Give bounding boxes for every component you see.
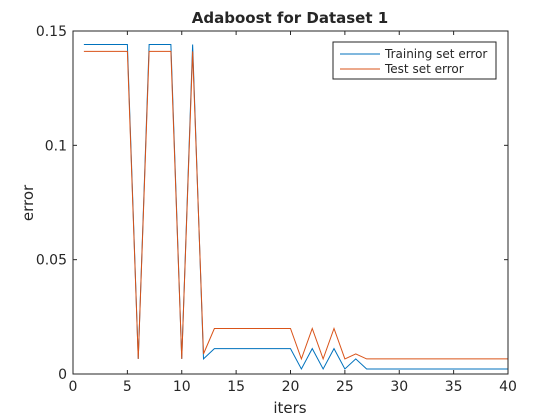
x-tick-label: 40 bbox=[499, 379, 517, 395]
legend-label-test-set-error: Test set error bbox=[384, 62, 464, 76]
series-line-test-set-error bbox=[83, 50, 508, 361]
x-tick-label: 10 bbox=[173, 379, 191, 395]
x-tick-label: 15 bbox=[227, 379, 245, 395]
x-tick-label: 20 bbox=[282, 379, 300, 395]
x-tick-label: 30 bbox=[390, 379, 408, 395]
x-tick-label: 0 bbox=[69, 379, 78, 395]
y-tick-label: 0.05 bbox=[36, 253, 67, 269]
series-line-training-set-error bbox=[83, 43, 508, 371]
legend-box bbox=[332, 41, 497, 80]
legend-label-training-set-error: Training set error bbox=[384, 47, 487, 61]
y-tick-label: 0.1 bbox=[45, 138, 67, 154]
plot-series bbox=[83, 43, 508, 371]
x-tick-label: 5 bbox=[123, 379, 132, 395]
x-tick-label: 25 bbox=[336, 379, 354, 395]
y-axis-label: error bbox=[19, 184, 37, 221]
y-tick-label: 0 bbox=[58, 367, 67, 383]
plot-frame bbox=[72, 30, 509, 375]
x-axis-label: iters bbox=[273, 399, 306, 417]
x-tick-label: 35 bbox=[445, 379, 463, 395]
chart-title: Adaboost for Dataset 1 bbox=[192, 9, 388, 27]
y-tick-label: 0.15 bbox=[36, 24, 67, 40]
axis-ticks: 0 5 10 15 20 25 30 35 40 0 0.05 0.1 0.15 bbox=[36, 24, 517, 395]
